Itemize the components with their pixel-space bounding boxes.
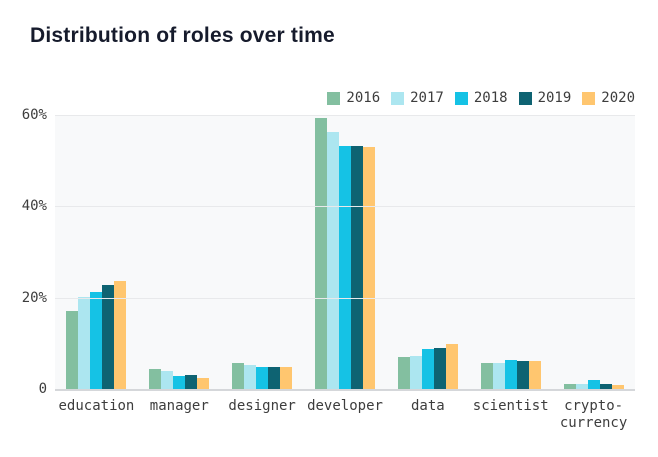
bar-2019-education bbox=[102, 284, 115, 389]
bar-2017-designer bbox=[244, 364, 257, 389]
bar-2020-crypto-currency bbox=[611, 385, 624, 389]
bar-group-scientist bbox=[469, 115, 552, 389]
y-tick-label-60%: 60% bbox=[21, 107, 47, 123]
bar-2020-scientist bbox=[528, 361, 541, 389]
bar-2017-manager bbox=[161, 370, 174, 389]
bar-groups bbox=[55, 115, 635, 389]
bar-2020-data bbox=[445, 344, 458, 389]
x-axis-label-designer: designer bbox=[228, 398, 296, 414]
y-tick-label-0: 0 bbox=[38, 381, 47, 397]
legend-item-2020: 2020 bbox=[582, 90, 635, 106]
bar-group-education bbox=[55, 115, 138, 389]
legend-item-2016: 2016 bbox=[327, 90, 380, 106]
x-axis-label-crypto-currency: crypto-currency bbox=[559, 398, 628, 431]
bar-group-data bbox=[386, 115, 469, 389]
bar-group-crypto-currency bbox=[552, 115, 635, 389]
bar-2019-developer bbox=[351, 145, 363, 389]
bar-2017-education bbox=[78, 296, 91, 389]
bar-2019-data bbox=[433, 347, 446, 389]
bar-group-manager bbox=[138, 115, 221, 389]
legend-swatch-2016 bbox=[327, 91, 341, 105]
y-axis-ticks: 0 20% 40% 60% bbox=[0, 107, 47, 397]
bar-2019-manager bbox=[185, 375, 198, 389]
x-axis-label-scientist: scientist bbox=[472, 398, 549, 414]
bar-2017-crypto-currency bbox=[575, 383, 588, 389]
bar-2016-data bbox=[397, 357, 410, 389]
bar-2018-scientist bbox=[504, 360, 517, 389]
legend-label: 2020 bbox=[601, 90, 635, 106]
bar-2018-manager bbox=[173, 375, 186, 389]
legend-item-2017: 2017 bbox=[391, 90, 444, 106]
chart-legend: 2016 2017 2018 2019 2020 bbox=[327, 90, 635, 106]
bar-2017-developer bbox=[327, 132, 339, 389]
bar-2016-developer bbox=[315, 118, 327, 389]
bar-2018-developer bbox=[339, 145, 351, 389]
legend-label: 2016 bbox=[346, 90, 381, 106]
legend-item-2019: 2019 bbox=[518, 90, 572, 106]
bar-2017-scientist bbox=[492, 362, 505, 389]
y-tick-label-20%: 20% bbox=[21, 289, 47, 306]
bar-2016-scientist bbox=[480, 362, 493, 389]
bar-2018-crypto-currency bbox=[587, 380, 600, 389]
x-axis-label-data: data bbox=[411, 398, 445, 414]
gridline-20% bbox=[55, 297, 635, 299]
bar-2020-manager bbox=[197, 377, 210, 389]
bar-group-designer bbox=[221, 115, 304, 389]
bar-2019-designer bbox=[268, 367, 281, 389]
legend-label: 2017 bbox=[410, 90, 444, 106]
gridline-60% bbox=[55, 115, 635, 116]
bar-2016-manager bbox=[149, 368, 162, 389]
bar-2018-data bbox=[421, 348, 434, 389]
bar-2016-designer bbox=[232, 363, 245, 389]
bar-2020-education bbox=[114, 281, 127, 389]
x-axis-label-education: education bbox=[58, 398, 135, 414]
bar-2020-developer bbox=[363, 146, 375, 389]
bar-2019-scientist bbox=[516, 361, 529, 389]
bar-2016-crypto-currency bbox=[563, 383, 576, 389]
bar-group-developer bbox=[304, 115, 387, 389]
bar-2019-crypto-currency bbox=[599, 383, 612, 389]
legend-swatch-2020 bbox=[582, 91, 596, 105]
bar-2018-education bbox=[90, 291, 103, 389]
y-tick-label-40%: 40% bbox=[21, 198, 47, 215]
bar-2017-data bbox=[409, 356, 422, 389]
legend-item-2018: 2018 bbox=[454, 90, 508, 106]
bar-2020-designer bbox=[280, 367, 293, 389]
gridline-40% bbox=[55, 206, 635, 208]
x-axis-label-developer: developer bbox=[307, 398, 383, 414]
x-axis-labels: education manager designer developer data sci… bbox=[55, 398, 635, 432]
legend-swatch-2017 bbox=[391, 91, 405, 105]
bar-2018-designer bbox=[256, 367, 269, 389]
legend-swatch-2018 bbox=[454, 91, 468, 105]
legend-label: 2019 bbox=[537, 90, 572, 106]
x-axis-label-manager: manager bbox=[149, 398, 209, 414]
legend-swatch-2019 bbox=[518, 91, 532, 105]
bar-2016-education bbox=[66, 311, 79, 389]
page-title: Distribution of roles over time bbox=[30, 24, 335, 48]
legend-label: 2018 bbox=[473, 90, 508, 106]
plot-area bbox=[55, 115, 635, 391]
